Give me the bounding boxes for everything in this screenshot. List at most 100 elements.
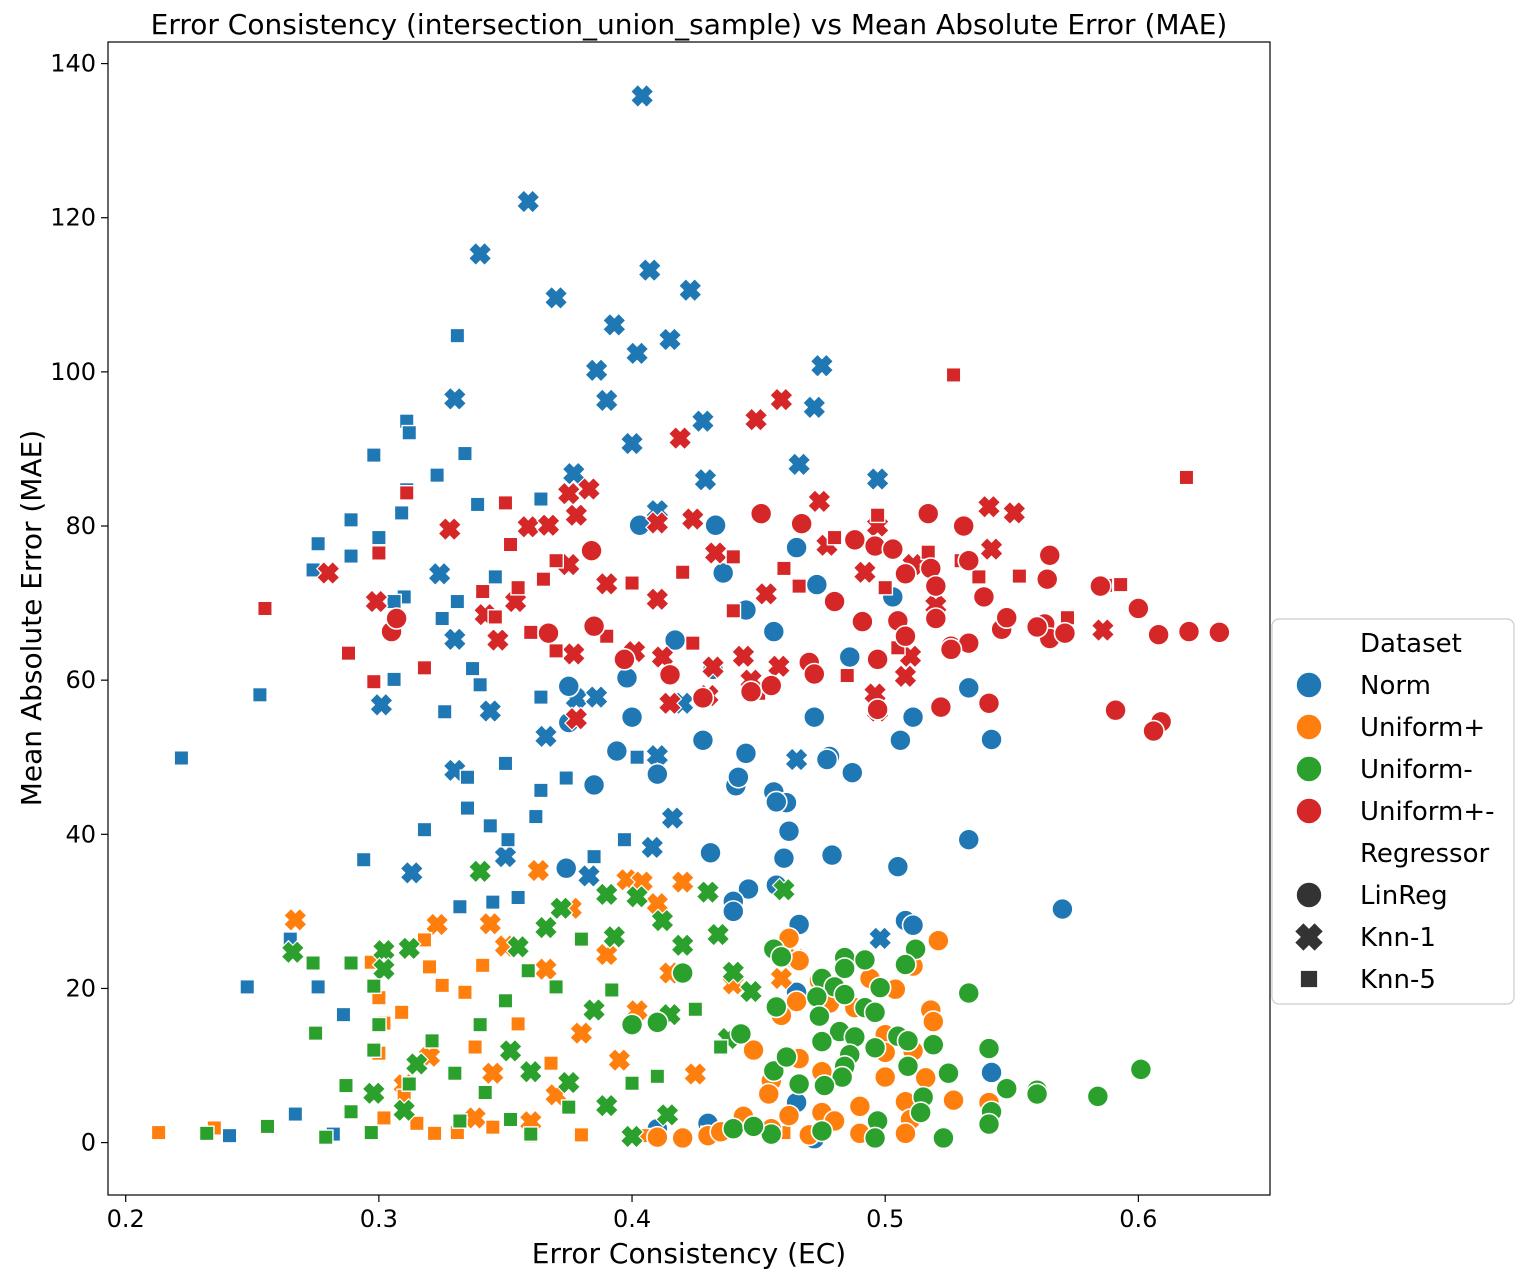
data-point	[522, 624, 539, 641]
data-point	[786, 452, 812, 477]
data-point	[1089, 574, 1112, 598]
data-point	[711, 561, 735, 585]
data-point	[725, 602, 742, 619]
data-point	[629, 749, 646, 766]
data-point	[510, 889, 527, 906]
data-point	[451, 1113, 468, 1129]
data-point	[722, 900, 745, 923]
legend-title-dataset: Dataset	[1360, 629, 1462, 659]
legend-marker	[1295, 797, 1323, 825]
data-point	[815, 748, 839, 771]
data-point	[791, 578, 808, 595]
data-point	[554, 856, 578, 880]
data-point	[1025, 1082, 1049, 1106]
data-point	[1147, 623, 1170, 646]
data-point	[629, 83, 655, 109]
data-point	[573, 931, 590, 948]
data-point	[765, 995, 788, 1019]
data-point	[586, 848, 602, 865]
data-point	[548, 896, 574, 921]
data-point	[472, 676, 489, 693]
data-point	[901, 705, 925, 729]
data-point	[813, 1074, 836, 1097]
data-point	[658, 663, 682, 687]
data-point	[729, 1022, 753, 1046]
data-point	[343, 511, 359, 528]
data-point	[619, 431, 645, 456]
data-point	[257, 600, 273, 617]
data-point	[251, 686, 268, 703]
data-point	[510, 1015, 527, 1032]
series-uniform-knn-1	[280, 859, 797, 1149]
legend-marker	[1299, 969, 1319, 989]
data-point	[939, 638, 963, 661]
data-point	[667, 425, 693, 451]
data-point	[957, 676, 981, 700]
data-point	[937, 1061, 960, 1085]
data-point	[734, 742, 758, 765]
data-point	[371, 956, 397, 982]
legend-marker	[1295, 755, 1323, 783]
data-point	[469, 496, 486, 513]
data-point	[307, 1025, 324, 1042]
data-point	[560, 1099, 577, 1116]
data-point	[699, 841, 722, 865]
data-point	[777, 1104, 801, 1127]
data-point	[1090, 617, 1116, 643]
data-point	[722, 1117, 745, 1141]
data-point	[637, 257, 663, 283]
data-point	[535, 571, 552, 588]
data-point	[762, 620, 786, 643]
data-point	[901, 913, 925, 937]
data-point	[427, 561, 452, 587]
data-point	[457, 984, 473, 1001]
data-point	[434, 610, 451, 627]
data-point	[1104, 698, 1127, 722]
data-point	[497, 755, 514, 772]
data-point	[446, 1065, 463, 1082]
legend-label: LinReg	[1360, 881, 1448, 911]
series-normknn-5	[173, 327, 646, 1144]
plot-frame	[107, 41, 1271, 1196]
data-point	[594, 882, 620, 907]
data-point	[803, 662, 826, 686]
data-point	[790, 512, 813, 536]
data-point	[810, 1030, 834, 1053]
x-tick-label: 0.4	[613, 1205, 651, 1233]
data-point	[477, 1084, 494, 1101]
data-point	[725, 548, 742, 565]
data-point	[769, 966, 794, 991]
data-point	[1142, 719, 1165, 743]
data-point	[924, 607, 948, 630]
data-point	[787, 1072, 811, 1096]
data-point	[557, 675, 581, 698]
data-point	[602, 924, 627, 950]
data-point	[502, 536, 519, 553]
data-point	[838, 645, 862, 669]
data-point	[972, 585, 996, 609]
data-point	[584, 684, 609, 710]
data-point	[866, 648, 889, 671]
data-point	[370, 529, 387, 546]
data-point	[1112, 576, 1129, 593]
data-point	[467, 1039, 483, 1055]
data-point	[640, 835, 665, 860]
data-point	[646, 1011, 669, 1034]
data-point	[365, 1042, 382, 1059]
data-point	[823, 590, 846, 613]
legend-marker	[1295, 881, 1323, 909]
data-point	[576, 863, 602, 889]
data-point	[467, 241, 493, 267]
data-point	[527, 808, 544, 825]
data-point	[683, 1061, 708, 1087]
x-axis-label: Error Consistency (EC)	[532, 1237, 846, 1270]
data-point	[657, 327, 683, 352]
x-tick-label: 0.6	[1119, 1205, 1157, 1233]
data-point	[451, 898, 468, 915]
data-point	[484, 1119, 501, 1136]
y-tick-label: 40	[65, 820, 96, 848]
data-point	[533, 915, 559, 940]
data-point	[1035, 567, 1059, 591]
data-point	[742, 1038, 765, 1062]
data-point	[386, 671, 402, 688]
